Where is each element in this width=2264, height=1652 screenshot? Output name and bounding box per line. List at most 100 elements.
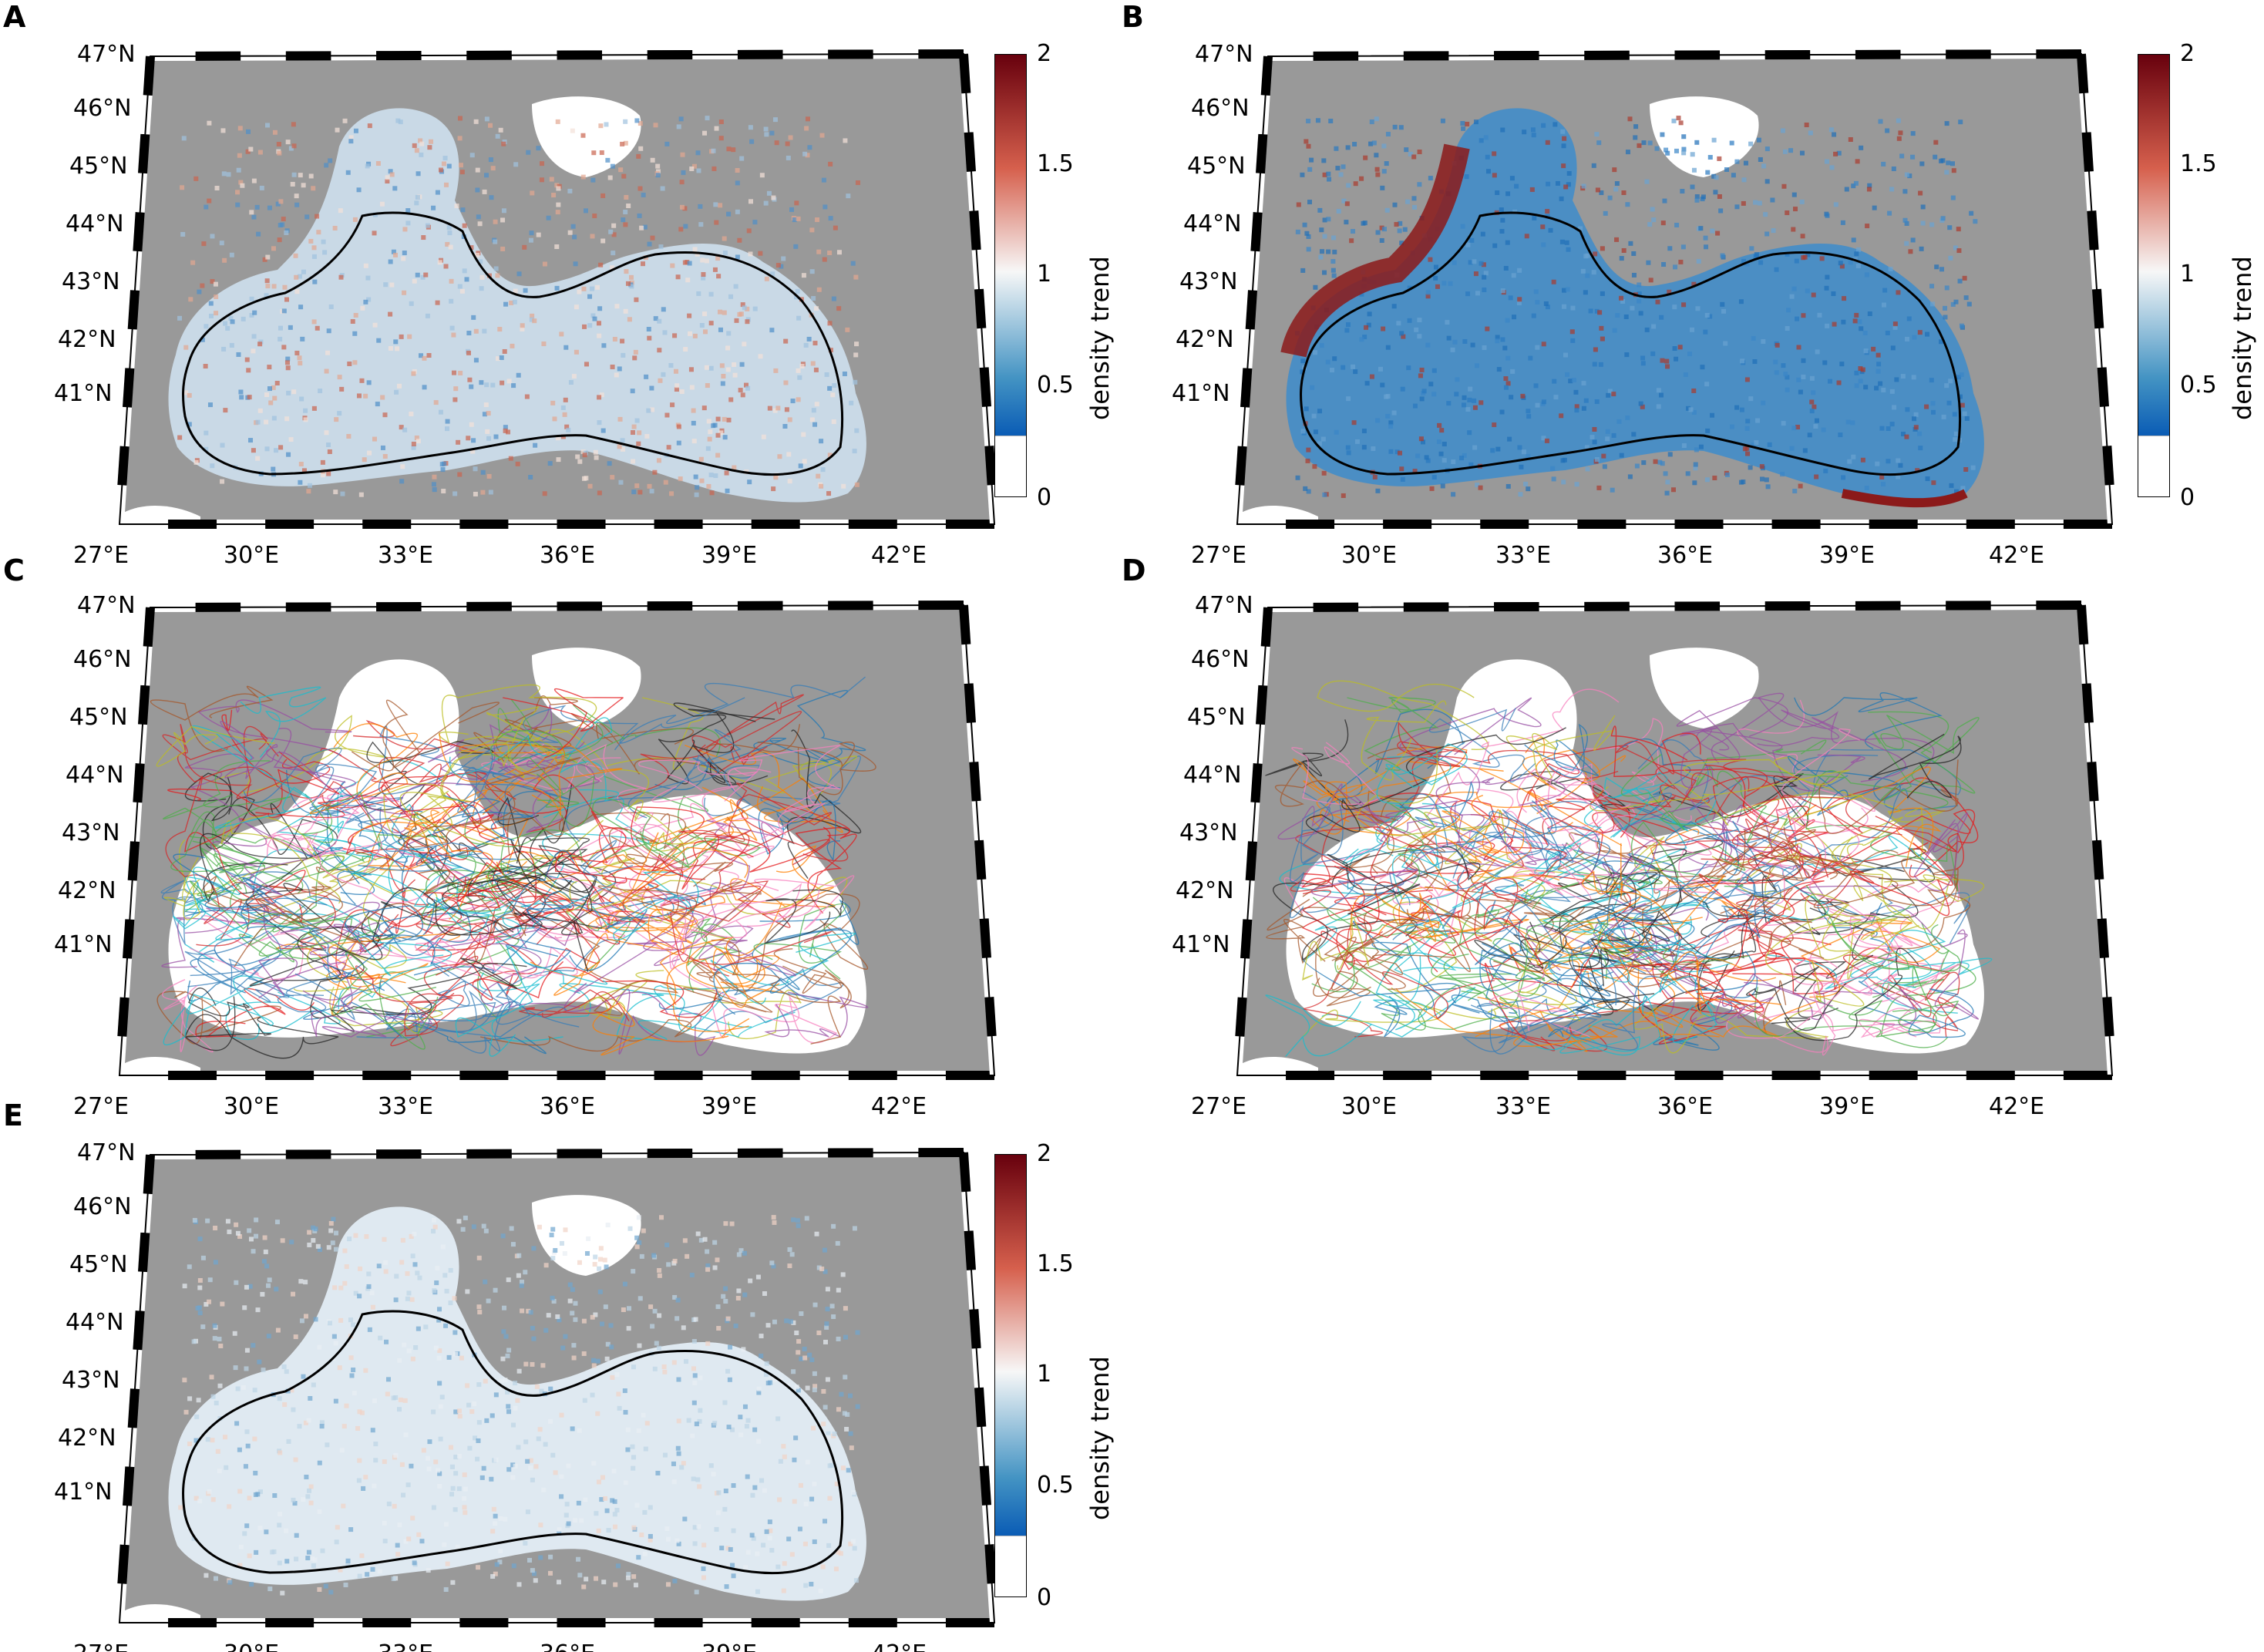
density-cell: [328, 1590, 334, 1595]
density-cell: [476, 1565, 481, 1570]
density-cell: [615, 1563, 621, 1569]
density-cell: [341, 1424, 347, 1429]
density-cell: [520, 1308, 525, 1314]
density-cell: [811, 1425, 816, 1431]
density-cell: [257, 342, 263, 347]
density-cell: [730, 1427, 735, 1432]
density-cell: [836, 1549, 841, 1555]
density-cell: [1429, 486, 1435, 491]
density-cell: [1704, 477, 1710, 483]
density-cell: [711, 148, 716, 153]
density-cell: [382, 453, 388, 459]
density-cell: [1521, 449, 1526, 455]
density-cell: [506, 429, 511, 435]
density-cell: [1944, 285, 1949, 291]
density-cell: [637, 1240, 642, 1246]
density-cell: [727, 1377, 732, 1382]
density-cell: [1664, 147, 1669, 153]
density-cell: [1452, 260, 1457, 265]
density-cell: [706, 419, 711, 424]
density-cell: [716, 1326, 722, 1331]
lon-label: 36°E: [540, 1093, 595, 1120]
density-cell: [267, 1586, 273, 1592]
density-cell: [464, 277, 469, 282]
drifter-trajectory: [1638, 994, 1741, 1045]
density-cell: [513, 162, 519, 167]
density-cell: [1388, 424, 1394, 429]
density-cell: [771, 195, 776, 200]
density-cell: [802, 151, 808, 156]
density-cell: [1771, 228, 1776, 234]
density-cell: [598, 262, 604, 267]
density-cell: [359, 1553, 365, 1559]
density-cell: [1640, 355, 1646, 361]
density-cell: [1425, 294, 1431, 299]
density-cell: [1322, 217, 1327, 223]
density-cell: [547, 1570, 553, 1576]
density-cell: [650, 157, 655, 163]
density-cell: [1541, 436, 1546, 441]
density-cell: [657, 318, 662, 324]
density-cell: [1933, 140, 1939, 145]
density-cell: [559, 1494, 564, 1499]
density-cell: [197, 1236, 203, 1242]
density-cell: [223, 1435, 228, 1440]
density-cell: [332, 1285, 338, 1290]
density-cell: [1332, 356, 1337, 362]
panel-letter-a: A: [3, 0, 26, 34]
drifter-trajectory: [1302, 922, 1383, 1038]
drifter-trajectory: [360, 740, 494, 811]
density-cell: [695, 150, 701, 156]
density-cell: [1896, 458, 1901, 463]
density-cell: [483, 402, 489, 408]
density-cell: [1566, 170, 1572, 176]
density-cell: [217, 1383, 223, 1388]
colorbar-tick: 2: [1037, 1140, 1052, 1167]
density-cell: [278, 199, 284, 204]
density-cell: [755, 1551, 760, 1556]
density-cell: [574, 304, 579, 310]
density-cell: [1406, 365, 1411, 371]
density-cell: [599, 1497, 604, 1502]
drifter-trajectory: [1604, 772, 1717, 838]
density-cell: [359, 1410, 365, 1415]
density-cell: [716, 1490, 722, 1496]
density-cell: [1886, 426, 1891, 431]
density-cell: [1545, 209, 1550, 214]
density-cell: [457, 116, 463, 121]
density-cell: [826, 1435, 831, 1440]
density-cell: [1691, 167, 1697, 173]
density-cell: [758, 251, 763, 256]
density-cell: [506, 1409, 512, 1415]
density-cell: [1417, 318, 1422, 323]
drifter-trajectory: [257, 957, 362, 1008]
density-cell: [509, 300, 514, 305]
density-cell: [406, 1536, 412, 1542]
drifter-trajectory: [267, 796, 372, 858]
drifter-trajectory: [390, 931, 481, 1047]
density-cell: [633, 349, 638, 355]
density-cell: [843, 1374, 848, 1380]
density-cell: [410, 1253, 415, 1259]
density-cell: [1951, 168, 1956, 173]
drifter-trajectory: [355, 965, 453, 1037]
density-cell: [1502, 345, 1508, 351]
density-cell: [406, 1290, 412, 1296]
density-cell: [1888, 266, 1893, 271]
density-cell: [513, 1405, 518, 1411]
marmara-sea: [123, 1603, 200, 1623]
density-cell: [488, 157, 493, 163]
density-cell: [488, 490, 493, 495]
density-cell: [1530, 127, 1536, 133]
density-cell: [724, 470, 729, 476]
density-cell: [242, 1305, 247, 1310]
density-cell: [493, 1513, 498, 1519]
density-cell: [744, 382, 749, 388]
density-cell: [807, 1352, 812, 1358]
drifter-trajectory: [1864, 988, 1974, 1038]
density-cell: [536, 1436, 541, 1442]
density-cell: [676, 1451, 681, 1456]
density-cell: [794, 1331, 799, 1336]
density-cell: [795, 288, 800, 294]
density-cell: [671, 1360, 677, 1365]
